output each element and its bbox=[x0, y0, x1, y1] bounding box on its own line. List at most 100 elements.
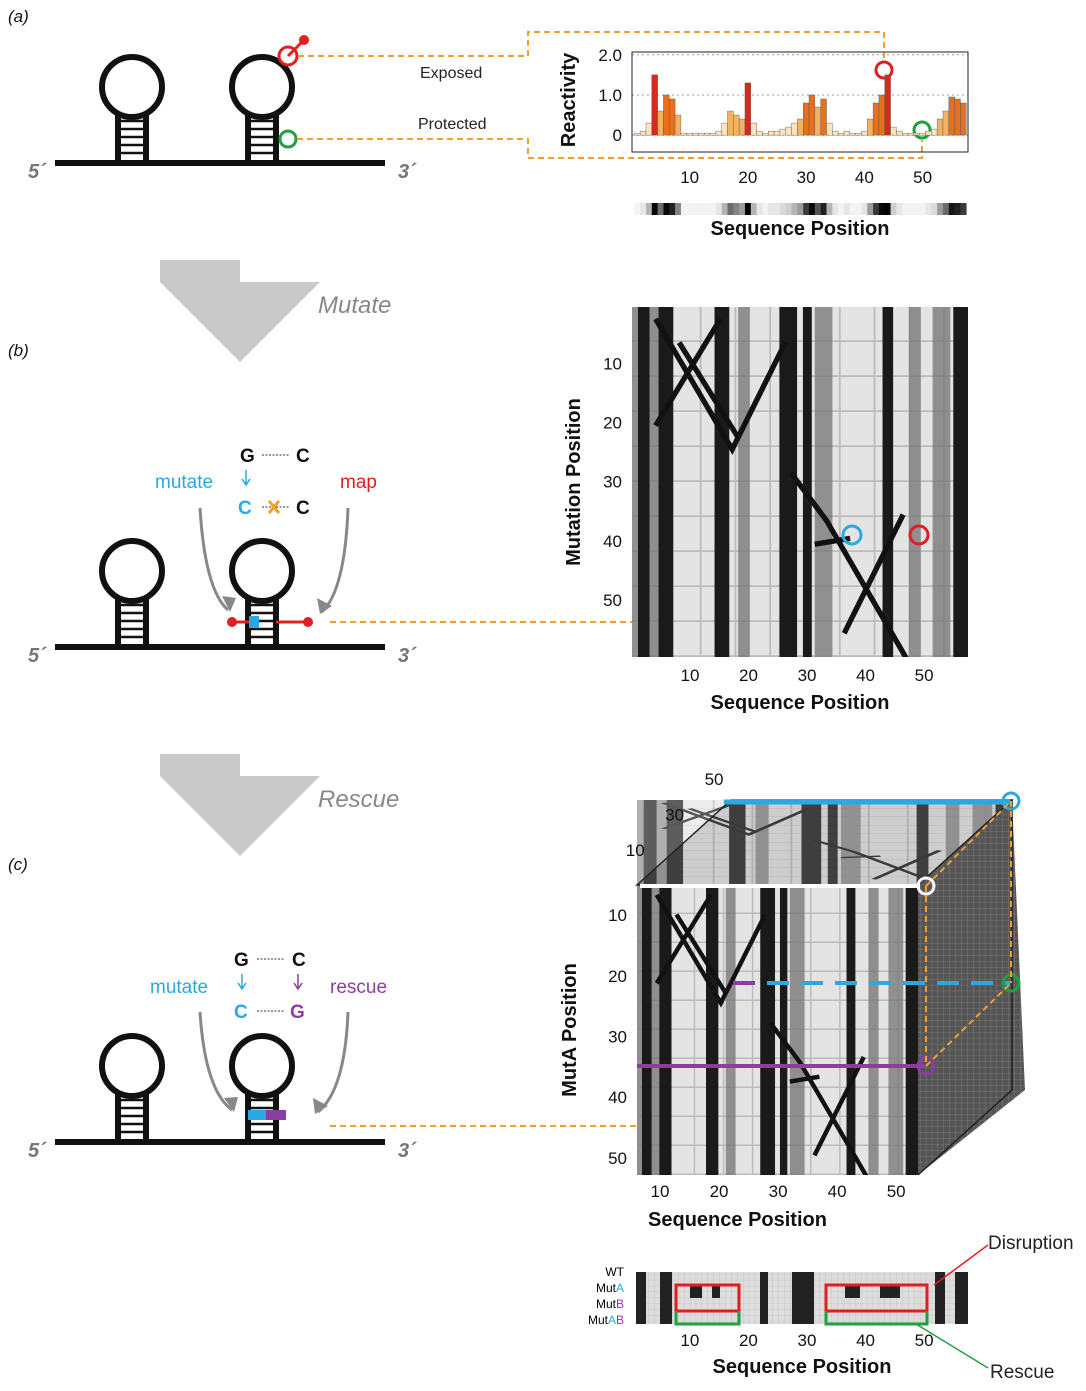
barcode-cell bbox=[908, 203, 914, 215]
end-label: 3´ bbox=[398, 161, 417, 183]
nucleotide: C bbox=[292, 950, 306, 971]
nucleotide: C bbox=[238, 498, 252, 519]
y-tick-label: 50 bbox=[608, 1149, 627, 1168]
end-label: 3´ bbox=[398, 1140, 417, 1162]
barcode-cell bbox=[751, 203, 757, 215]
bar bbox=[873, 103, 879, 135]
bar bbox=[920, 133, 926, 135]
bar bbox=[733, 115, 739, 135]
bar bbox=[902, 133, 908, 135]
bar bbox=[844, 131, 850, 135]
barcode-cell bbox=[693, 203, 699, 215]
bar bbox=[914, 133, 920, 135]
barcode-cell bbox=[920, 203, 926, 215]
bar bbox=[908, 133, 914, 135]
y-tick-label: 10 bbox=[603, 354, 622, 373]
barcode-cell bbox=[698, 203, 704, 215]
z-tick-label: 50 bbox=[705, 770, 724, 789]
x-tick-label: 20 bbox=[739, 666, 758, 685]
hairpin-diagram bbox=[55, 541, 385, 647]
barcode-cell bbox=[745, 203, 751, 215]
bar bbox=[704, 133, 710, 135]
bar bbox=[803, 103, 809, 135]
x-tick-label: 30 bbox=[798, 1331, 817, 1350]
bar bbox=[745, 83, 751, 135]
barcode-cell bbox=[780, 203, 786, 215]
bar bbox=[792, 123, 798, 135]
nucleotide: G bbox=[290, 1002, 305, 1023]
barcode-cell bbox=[885, 203, 891, 215]
row-label: MutAB bbox=[588, 1313, 624, 1327]
bar bbox=[669, 99, 675, 135]
row-label-part: A bbox=[608, 1313, 616, 1327]
end-label: 5´ bbox=[28, 645, 47, 667]
bar bbox=[955, 99, 961, 135]
x-tick-label: 20 bbox=[710, 1182, 729, 1201]
bar bbox=[891, 127, 897, 135]
x-tick-label: 50 bbox=[887, 1182, 906, 1201]
bar bbox=[687, 133, 693, 135]
x-tick-label: 40 bbox=[855, 168, 874, 187]
bar bbox=[710, 133, 716, 135]
barcode-cell bbox=[937, 203, 943, 215]
x-tick-label: 10 bbox=[651, 1182, 670, 1201]
row-label-part: Mut bbox=[596, 1281, 617, 1295]
hairpin-diagram bbox=[55, 57, 385, 163]
bar bbox=[826, 123, 832, 135]
barcode-cell bbox=[774, 203, 780, 215]
bar bbox=[850, 133, 856, 135]
bar bbox=[675, 115, 681, 135]
end-label: 3´ bbox=[398, 645, 417, 667]
bar bbox=[640, 131, 646, 135]
step-label: Rescue bbox=[318, 786, 399, 813]
z-tick-label: 10 bbox=[626, 841, 645, 860]
y-tick-label: 30 bbox=[608, 1027, 627, 1046]
x-tick-label: 20 bbox=[739, 1331, 758, 1350]
barcode-cell bbox=[652, 203, 658, 215]
barcode-cell bbox=[902, 203, 908, 215]
bar bbox=[879, 95, 885, 135]
exposed-label: Exposed bbox=[420, 65, 482, 82]
row-label: MutB bbox=[596, 1297, 624, 1311]
end-label: 5´ bbox=[28, 161, 47, 183]
barcode-cell bbox=[757, 203, 763, 215]
barcode-cell bbox=[867, 203, 873, 215]
bar bbox=[861, 131, 867, 135]
y-tick-label: 40 bbox=[608, 1088, 627, 1107]
bar bbox=[925, 131, 931, 135]
bar bbox=[722, 123, 728, 135]
x-axis-label: Sequence Position bbox=[648, 1209, 827, 1231]
x-tick-label: 50 bbox=[915, 666, 934, 685]
x-tick-label: 50 bbox=[913, 168, 932, 187]
mutate-label: mutate bbox=[150, 977, 208, 998]
bar bbox=[663, 95, 669, 135]
barcode-cell bbox=[658, 203, 664, 215]
x-tick-label: 20 bbox=[738, 168, 757, 187]
barcode-cell bbox=[722, 203, 728, 215]
barcode-cell bbox=[943, 203, 949, 215]
rescue-label: rescue bbox=[330, 977, 387, 998]
barcode-cell bbox=[809, 203, 815, 215]
x-tick-label: 30 bbox=[798, 666, 817, 685]
figure: (a) (b) (c) 5´ 3´ 5´ 3´ 5´ 3´ Exposed Pr… bbox=[0, 0, 1086, 1386]
bar bbox=[821, 99, 827, 135]
barcode-cell bbox=[733, 203, 739, 215]
y-tick-label: 20 bbox=[603, 413, 622, 432]
bar bbox=[960, 103, 966, 135]
barcode-cell bbox=[891, 203, 897, 215]
x-tick-label: 30 bbox=[797, 168, 816, 187]
barcode-cell bbox=[687, 203, 693, 215]
barcode-cell bbox=[803, 203, 809, 215]
y-tick-label: 30 bbox=[603, 473, 622, 492]
cube bbox=[637, 793, 1025, 1180]
bar bbox=[815, 107, 821, 135]
x-axis-label: Sequence Position bbox=[713, 1356, 892, 1378]
rescue-label: Rescue bbox=[990, 1362, 1054, 1383]
row-label-part: A bbox=[616, 1281, 624, 1295]
row-label-part: Mut bbox=[596, 1297, 617, 1311]
map-label: map bbox=[340, 472, 377, 493]
bar bbox=[762, 133, 768, 135]
barcode-cell bbox=[797, 203, 803, 215]
x-tick-label: 10 bbox=[680, 1331, 699, 1350]
bar bbox=[634, 133, 640, 135]
